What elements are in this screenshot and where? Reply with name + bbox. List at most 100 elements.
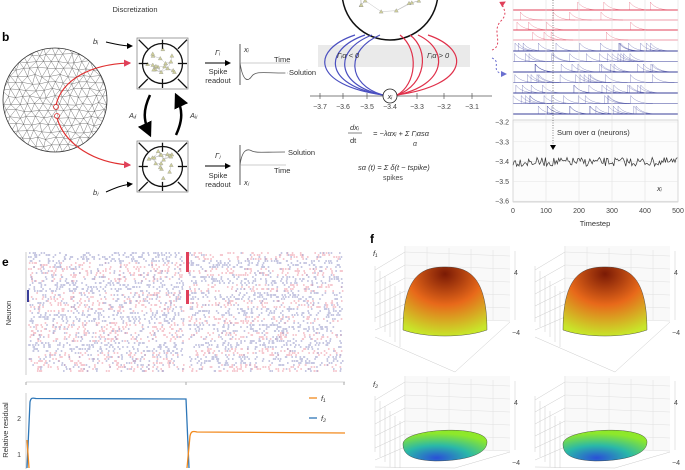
neuron-axis-label: Neuron [4,301,13,326]
residual-line-f2 [26,397,190,469]
y-tick-label: −3.5 [495,179,509,186]
solution-plot-j: xⱼ Time Solution [239,145,315,187]
spike-raster [27,252,344,372]
population-connection [177,181,188,192]
inhibitory-synapse-arrow [344,34,384,96]
eq1-numerator: dxᵢ [350,123,360,132]
axis-tick-label: −3.6 [336,104,350,111]
input-b-i: bᵢ [93,37,99,46]
axis-tick-label: −3.1 [465,104,479,111]
spike-trace [514,42,673,52]
neuron-population-i [136,37,189,90]
y-tick-label: −3.6 [495,199,509,206]
population-connection [177,78,188,89]
neuron-icon [165,66,170,71]
spike-trace [520,11,623,21]
surface-plot: 4 −4 [374,376,520,469]
population-connection [138,78,149,89]
panel-label-e: e [2,255,9,269]
spike-trace [515,84,663,94]
neuron-icon [151,155,157,160]
surface-plot: 4 −4 [374,246,520,373]
neuron-icon [378,9,384,14]
panel-label-b: b [2,30,9,44]
neuron-icon [150,62,156,67]
weight-band [318,45,470,67]
surface-plot: 4 −4 [534,376,680,469]
neuron-population-j [136,140,189,193]
z-tick-top: 4 [674,270,678,277]
population-connection [177,142,188,153]
input-arrow-i [105,41,133,49]
trace-label-xi: xᵢ [656,184,663,193]
x-tick-label: 200 [573,208,585,215]
spike-trace [512,94,653,104]
inhibitory-synapse-arrow [324,34,384,96]
dome-surface [402,266,488,337]
mapping-arrow-j [56,117,132,169]
neuron-icon [172,69,177,74]
y-tick-label: −3.3 [495,139,509,146]
neuron-icon [416,0,422,3]
mesh-boundary [2,47,108,153]
positive-weight-label: Γᵢα > 0 [427,51,450,60]
time-label-i: Time [274,55,290,64]
axis-label-xj: xⱼ [243,178,250,187]
state-node-label: xᵢ [387,92,394,101]
neuron-icon [161,157,166,162]
neuron-icon [150,53,156,58]
axis-tick-label: −3.2 [437,104,451,111]
x-tick-label: 300 [606,208,618,215]
excitatory-link [491,1,506,51]
inhibitory-spikes [28,252,344,372]
x-tick-label: 400 [639,208,651,215]
axis-tick-label: −3.4 [383,104,397,111]
neuron-icon [158,56,163,61]
neuron-icon [165,151,170,156]
neuron-icon [168,154,174,159]
summed-trace-line [512,156,678,168]
legend-f2: f₂ [321,414,326,423]
x-tick-label: 100 [540,208,552,215]
x-axis-label: Timestep [580,219,611,228]
bowl-surface [562,429,648,462]
x-tick-label: 0 [511,208,515,215]
neuron-icon [168,59,174,64]
residual-tick-2: 2 [17,416,21,423]
excitatory-synapse-arrow [396,34,414,96]
mesh-edges [3,48,107,152]
spike-trace [516,21,653,31]
time-label-j: Time [274,166,290,175]
inhibitory-synapse-arrow [354,34,384,96]
readout-gamma-i: Γᵢ [215,48,221,57]
neuron-icon [161,175,166,180]
input-b-j: bⱼ [93,188,99,197]
equation-spikes: sα (t) = Σ δ(t − tspike) spikes [358,163,430,182]
row-label-f2: f₂ [373,380,378,389]
inhibitory-synapse-arrow [334,34,384,96]
residual-line-f1 [26,430,346,469]
population-connection [138,142,149,153]
neuron-icon [146,156,152,161]
inhibitory-link [491,57,507,77]
eq1-rhs: = −λαxᵢ + Σ Γᵢαsα [373,129,430,138]
equation-dynamics: dxᵢ dt = −λαxᵢ + Σ Γᵢαsα α [348,123,430,148]
excitatory-synapse-arrow [396,34,424,96]
population-connection [138,181,149,192]
spike-trace [514,52,652,62]
mapping-arrow-i [55,59,132,106]
z-tick-top: 4 [674,400,678,407]
panel-d: 0 100 200 300 400 500 −3.2 −3.3 −3.4 −3.5 −3.6 Sum… [495,0,684,228]
solution-plot-i: xᵢ Time Solution [239,44,316,85]
x-tick-label: 500 [672,208,684,215]
sum-indicator-arrow [550,145,556,150]
excitatory-synapse-arrow [396,34,440,96]
panel-e: e Neuron 2 1 Relative residual f₁ f₂ [1,252,346,469]
sum-annotation: Sum over α (neurons) [557,128,630,137]
neuron-icon [362,0,368,3]
burst-onset [27,290,29,302]
neuron-icon [155,148,161,153]
population-connection [138,39,149,50]
neuron-icon [159,152,164,157]
